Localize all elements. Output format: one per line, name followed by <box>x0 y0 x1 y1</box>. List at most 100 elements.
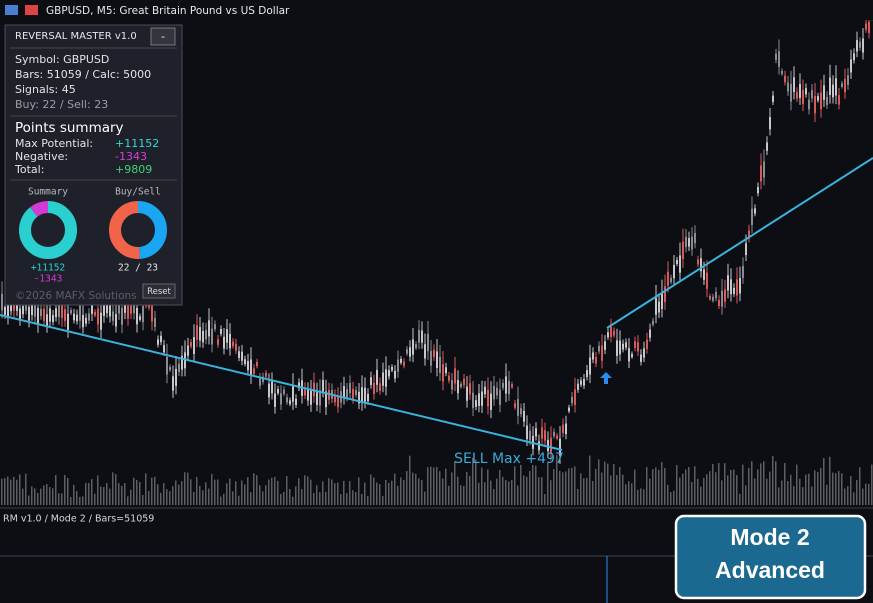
collapse-button[interactable] <box>150 27 176 46</box>
candle <box>649 329 651 338</box>
candle <box>94 311 96 316</box>
candle <box>289 400 291 405</box>
candle <box>799 83 801 98</box>
candle <box>37 308 39 325</box>
volume-bar <box>535 465 537 505</box>
volume-bar <box>670 492 672 505</box>
candle <box>52 315 54 322</box>
volume-bar <box>331 479 333 505</box>
volume-bar <box>562 472 564 505</box>
candle <box>193 336 195 354</box>
volume-bar <box>58 493 60 505</box>
volume-bar <box>589 455 591 505</box>
candle <box>793 77 795 93</box>
volume-bar <box>820 468 822 505</box>
volume-bar <box>847 486 849 505</box>
candle <box>187 345 189 356</box>
volume-bar <box>451 472 453 505</box>
volume-bar <box>577 488 579 505</box>
volume-bar <box>433 467 435 505</box>
candle <box>766 142 768 151</box>
candle <box>721 290 723 307</box>
volume-bar <box>508 481 510 505</box>
volume-bar <box>31 486 33 505</box>
candle <box>412 339 414 355</box>
candle <box>106 304 108 314</box>
volume-bar <box>544 494 546 505</box>
volume-bar <box>388 482 390 505</box>
volume-bar <box>394 473 396 505</box>
volume-bar <box>514 466 516 505</box>
volume-bar <box>715 472 717 505</box>
candle <box>694 232 696 244</box>
volume-bar <box>424 491 426 505</box>
candle <box>802 90 804 105</box>
candle <box>406 349 408 354</box>
volume-bar <box>472 457 474 505</box>
candle <box>292 385 294 402</box>
volume-bar <box>334 483 336 505</box>
candle <box>733 287 735 294</box>
volume-bar <box>547 462 549 505</box>
candle <box>160 335 162 343</box>
candle <box>658 301 660 313</box>
collapse-label: - <box>161 30 165 43</box>
volume-bar <box>787 481 789 505</box>
volume-bar <box>832 472 834 505</box>
candle <box>598 345 600 352</box>
volume-bar <box>223 493 225 505</box>
reset-button[interactable] <box>142 283 176 299</box>
candle <box>310 390 312 405</box>
candle <box>790 84 792 102</box>
volume-bar <box>241 480 243 505</box>
volume-bar <box>190 479 192 505</box>
volume-bar <box>709 471 711 505</box>
candle <box>133 300 135 314</box>
candle <box>280 393 282 405</box>
candle <box>640 354 642 362</box>
candle <box>43 308 45 321</box>
candle <box>376 369 378 385</box>
candle <box>574 389 576 405</box>
volume-bar <box>34 488 36 505</box>
volume-bar <box>628 481 630 505</box>
volume-bar <box>136 479 138 505</box>
volume-bar <box>772 455 774 505</box>
candle <box>817 96 819 101</box>
candle <box>832 84 834 98</box>
volume-bar <box>94 493 96 505</box>
title-bar <box>0 0 873 20</box>
volume-bar <box>682 473 684 505</box>
candle <box>616 340 618 356</box>
window-title: GBPUSD, M5: Great Britain Pound vs US Do… <box>46 5 290 17</box>
volume-bar <box>781 480 783 505</box>
volume-bar <box>625 484 627 505</box>
volume-bar <box>40 488 42 505</box>
candle <box>205 329 207 340</box>
icon <box>5 5 18 15</box>
volume-bar <box>844 488 846 505</box>
volume-bar <box>91 479 93 505</box>
volume-bar <box>1 478 3 505</box>
candle <box>631 353 633 358</box>
volume-bar <box>262 491 264 505</box>
candle <box>250 359 252 376</box>
volume-bar <box>220 496 222 505</box>
candle <box>223 336 225 349</box>
candle <box>199 327 201 341</box>
candle <box>424 344 426 359</box>
candle <box>487 389 489 407</box>
candle <box>22 306 24 315</box>
volume-bar <box>118 483 120 505</box>
candle <box>457 380 459 394</box>
candle <box>517 399 519 416</box>
candle <box>709 296 711 300</box>
volume-bar <box>310 479 312 505</box>
volume-bar <box>463 485 465 505</box>
candle <box>220 329 222 334</box>
volume-bar <box>16 479 18 505</box>
candle <box>415 344 417 349</box>
candle <box>493 385 495 400</box>
candle <box>154 317 156 327</box>
candle <box>247 360 249 371</box>
